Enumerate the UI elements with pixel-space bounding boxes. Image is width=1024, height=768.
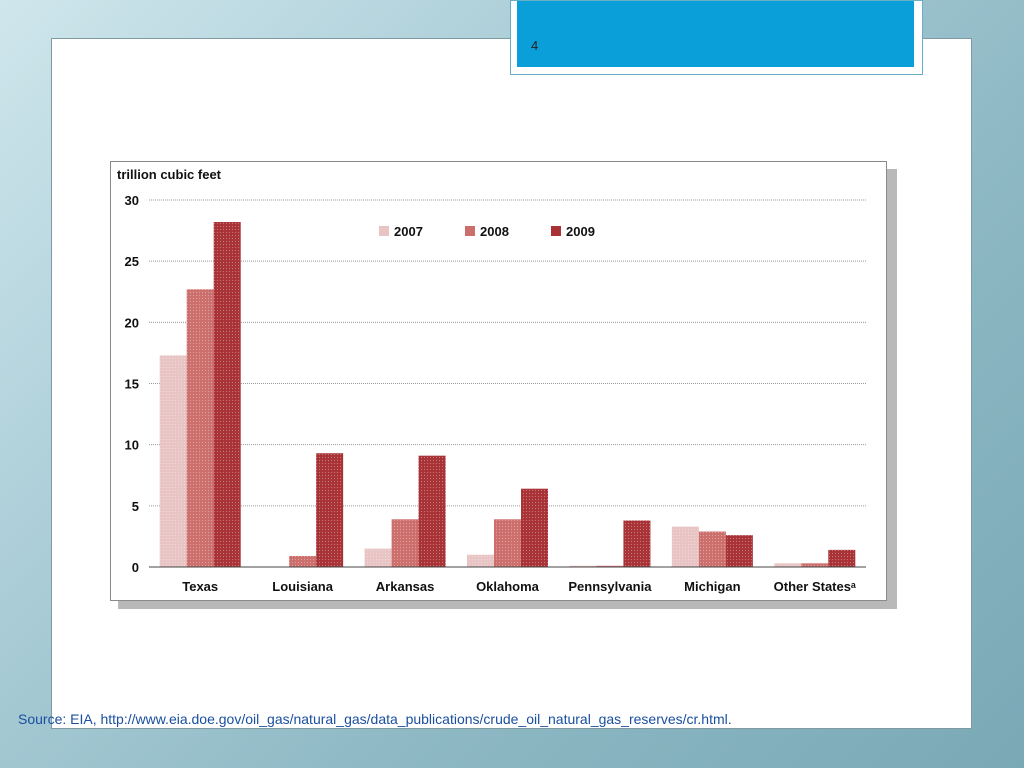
bar-texture bbox=[671, 526, 699, 567]
x-tick-label: Texas bbox=[182, 579, 218, 594]
legend-label-2007: 2007 bbox=[394, 224, 423, 239]
bar-texture bbox=[418, 455, 446, 567]
bar-texture bbox=[467, 554, 494, 567]
bar-texture bbox=[623, 520, 651, 567]
bar-texture bbox=[521, 488, 548, 567]
y-tick-label: 30 bbox=[125, 193, 139, 208]
bar-texture bbox=[159, 355, 187, 567]
x-tick-label: Other Statesᵃ bbox=[774, 579, 856, 594]
bar-texture bbox=[569, 565, 597, 567]
legend-swatch-2007 bbox=[379, 226, 389, 236]
x-tick-label: Louisiana bbox=[272, 579, 333, 594]
bar-texture bbox=[391, 519, 419, 567]
y-tick-label: 0 bbox=[132, 560, 139, 575]
bar-texture bbox=[774, 563, 802, 567]
x-tick-label: Arkansas bbox=[376, 579, 435, 594]
source-citation: Source: EIA, http://www.eia.doe.gov/oil_… bbox=[18, 711, 732, 727]
bar-texture bbox=[364, 548, 392, 567]
legend-swatch-2008 bbox=[465, 226, 475, 236]
bar-texture bbox=[186, 289, 214, 567]
x-tick-label: Michigan bbox=[684, 579, 740, 594]
legend-label-2009: 2009 bbox=[566, 224, 595, 239]
bar-chart: trillion cubic feet 0 5 10 15 20 25 30 Texas Lou… bbox=[117, 167, 866, 594]
page-number-tab-fill bbox=[517, 1, 914, 67]
bar-texture bbox=[289, 555, 317, 567]
y-tick-label: 15 bbox=[125, 377, 139, 392]
page-number: 4 bbox=[531, 38, 539, 53]
page-number-tab bbox=[510, 0, 923, 75]
legend-label-2008: 2008 bbox=[480, 224, 509, 239]
x-tick-label: Pennsylvania bbox=[568, 579, 652, 594]
bar-texture bbox=[828, 549, 856, 567]
y-tick-label: 25 bbox=[125, 254, 139, 269]
bar-texture bbox=[698, 531, 726, 567]
legend-swatch-2009 bbox=[551, 226, 561, 236]
bar-texture bbox=[213, 222, 241, 567]
bar-texture bbox=[494, 519, 521, 567]
bar-texture bbox=[801, 563, 829, 567]
x-tick-label: Oklahoma bbox=[476, 579, 540, 594]
y-tick-label: 5 bbox=[132, 499, 139, 514]
bar-texture bbox=[596, 565, 624, 567]
y-tick-label: 20 bbox=[125, 315, 139, 330]
y-tick-label: 10 bbox=[125, 438, 139, 453]
bar-texture bbox=[316, 453, 344, 567]
bar-texture bbox=[725, 535, 753, 567]
chart-frame: trillion cubic feet 0 5 10 15 20 25 30 Texas Lou… bbox=[110, 161, 887, 601]
y-axis-label: trillion cubic feet bbox=[117, 167, 222, 182]
